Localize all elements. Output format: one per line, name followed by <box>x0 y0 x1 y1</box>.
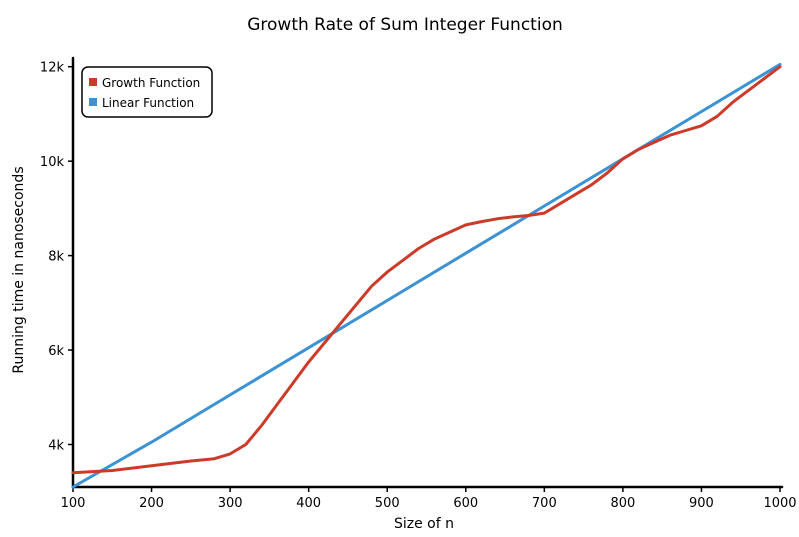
y-tick-label: 8k <box>48 250 64 265</box>
chart-title: Growth Rate of Sum Integer Function <box>247 15 563 35</box>
x-tick-label: 400 <box>296 496 321 511</box>
x-tick-label: 700 <box>532 496 557 511</box>
x-axis-label: Size of n <box>394 516 454 532</box>
y-tick-label: 10k <box>40 155 65 170</box>
y-tick-label: 12k <box>40 61 65 76</box>
legend-label-linear: Linear Function <box>102 96 194 110</box>
y-axis-label: Running time in nanoseconds <box>11 166 27 373</box>
legend-label-growth: Growth Function <box>102 76 200 90</box>
x-tick-label: 100 <box>61 496 86 511</box>
series-line-linear <box>71 62 782 489</box>
x-tick-label: 500 <box>375 496 400 511</box>
series-line-growth <box>71 65 782 475</box>
x-tick-label: 200 <box>139 496 164 511</box>
x-tick-label: 300 <box>218 496 243 511</box>
y-tick-label: 6k <box>48 344 64 359</box>
x-ticks: 100 200 300 400 500 600 700 800 900 1000 <box>61 487 797 511</box>
x-tick-label: 800 <box>610 496 635 511</box>
y-ticks: 4k 6k 8k 10k 12k <box>40 61 73 454</box>
axes <box>71 56 784 489</box>
series-lines <box>71 62 782 489</box>
legend-swatch-growth <box>89 78 97 86</box>
x-tick-label: 1000 <box>763 496 796 511</box>
legend-box <box>81 66 213 118</box>
x-tick-label: 600 <box>453 496 478 511</box>
y-tick-label: 4k <box>48 439 64 454</box>
legend-swatch-linear <box>89 98 97 106</box>
legend: Growth Function Linear Function <box>81 66 213 118</box>
x-tick-label: 900 <box>689 496 714 511</box>
